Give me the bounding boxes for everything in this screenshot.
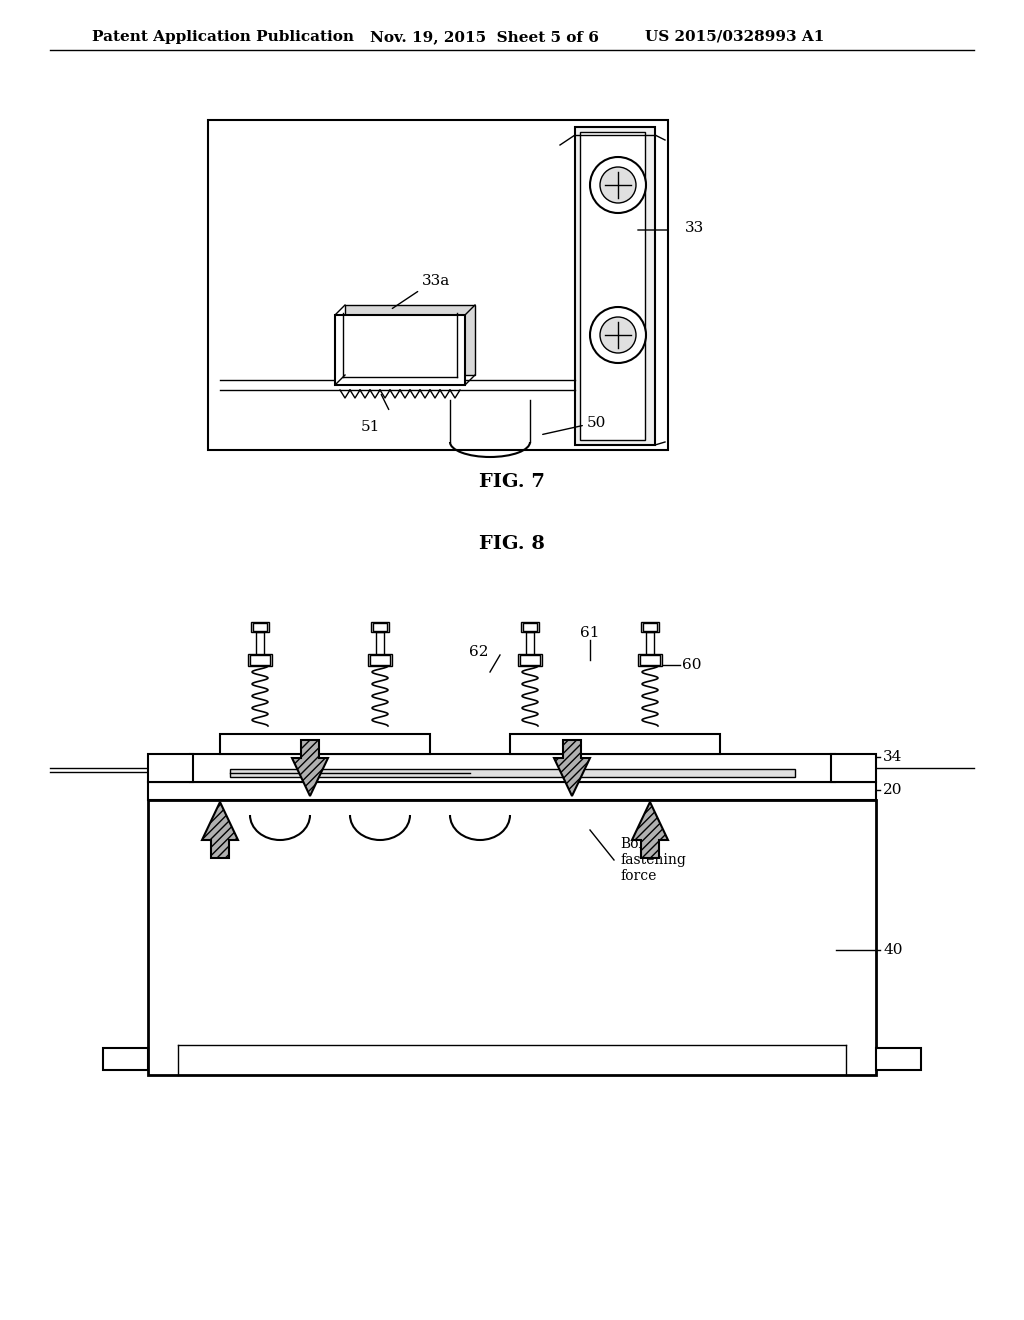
Bar (376, 632, 384, 653)
Bar (831, 754, 876, 781)
Bar (643, 623, 657, 631)
Bar (220, 734, 430, 754)
Bar (518, 653, 542, 667)
Polygon shape (202, 803, 238, 858)
Bar (640, 655, 660, 665)
Text: 40: 40 (883, 942, 902, 957)
Bar (641, 622, 659, 632)
Circle shape (590, 308, 646, 363)
Text: Bolt
fastening
force: Bolt fastening force (620, 837, 686, 883)
Bar (103, 1048, 148, 1071)
Polygon shape (554, 741, 590, 796)
Bar (510, 734, 720, 754)
Circle shape (590, 157, 646, 213)
Text: FIG. 7: FIG. 7 (479, 473, 545, 491)
Text: 50: 50 (587, 416, 606, 430)
Bar (208, 120, 668, 450)
Text: 62: 62 (469, 645, 488, 659)
Bar (371, 622, 389, 632)
Bar (876, 1048, 921, 1071)
Text: 51: 51 (360, 420, 380, 434)
Polygon shape (292, 741, 328, 796)
Circle shape (600, 168, 636, 203)
Circle shape (600, 317, 636, 352)
Bar (370, 655, 390, 665)
Bar (526, 632, 534, 653)
Bar (253, 623, 267, 631)
Text: Nov. 19, 2015  Sheet 5 of 6: Nov. 19, 2015 Sheet 5 of 6 (370, 30, 599, 44)
Bar (251, 622, 269, 632)
Bar (148, 754, 193, 781)
Bar (646, 632, 654, 653)
Bar (250, 655, 270, 665)
Bar (256, 632, 264, 653)
Polygon shape (335, 315, 465, 385)
Text: 60: 60 (682, 657, 701, 672)
Bar (638, 653, 662, 667)
Bar (521, 622, 539, 632)
Text: 20: 20 (883, 783, 902, 797)
Text: 33a: 33a (422, 275, 451, 288)
Text: 61: 61 (581, 626, 600, 640)
Bar (373, 623, 387, 631)
Bar (148, 781, 876, 800)
Bar (230, 770, 795, 777)
Bar (248, 653, 272, 667)
Text: Patent Application Publication: Patent Application Publication (92, 30, 354, 44)
Bar (368, 653, 392, 667)
Bar (523, 623, 537, 631)
Text: US 2015/0328993 A1: US 2015/0328993 A1 (645, 30, 824, 44)
Polygon shape (345, 305, 475, 375)
Bar (190, 754, 835, 781)
Polygon shape (632, 803, 668, 858)
Text: FIG. 8: FIG. 8 (479, 535, 545, 553)
Text: 33: 33 (685, 220, 705, 235)
Bar (580, 132, 645, 440)
Bar (520, 655, 540, 665)
Text: 34: 34 (883, 750, 902, 764)
Bar (148, 800, 876, 1074)
Bar (575, 127, 655, 445)
